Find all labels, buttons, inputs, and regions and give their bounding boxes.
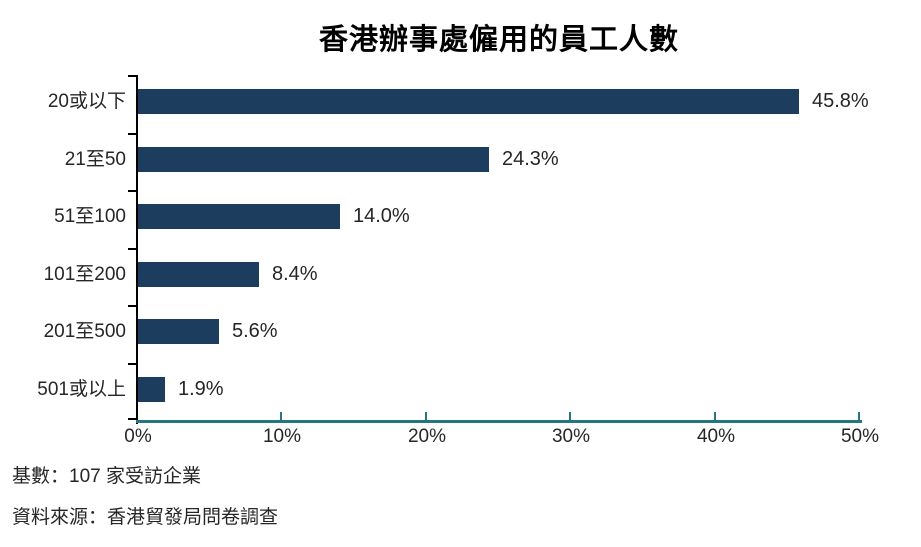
bar-value-label: 45.8%	[812, 90, 869, 112]
x-tick	[280, 412, 282, 421]
x-axis-line	[136, 420, 862, 423]
bar-value-label: 1.9%	[178, 378, 224, 400]
y-tick	[128, 75, 136, 77]
source-note: 資料來源：香港貿發局問卷調查	[12, 507, 279, 528]
bar	[138, 319, 219, 344]
y-tick	[128, 190, 136, 192]
category-label: 201至500	[43, 321, 126, 342]
bar-value-label: 14.0%	[353, 205, 410, 227]
category-label: 21至50	[64, 149, 126, 170]
bar-value-label: 5.6%	[232, 320, 278, 342]
x-tick-label: 30%	[551, 426, 591, 447]
base-note: 基數：107 家受訪企業	[12, 466, 201, 487]
bar	[138, 262, 259, 287]
category-label: 501或以上	[37, 379, 126, 400]
x-tick-label: 50%	[840, 426, 880, 447]
y-axis-line	[136, 75, 138, 424]
x-tick	[425, 412, 427, 421]
x-tick-label: 0%	[124, 426, 152, 447]
footer-notes: 基數：107 家受訪企業 資料來源：香港貿發局問卷調查	[12, 461, 278, 543]
category-label: 101至200	[43, 264, 126, 285]
x-tick	[569, 412, 571, 421]
x-tick-label: 20%	[407, 426, 447, 447]
bar-value-label: 8.4%	[272, 263, 318, 285]
y-tick	[128, 248, 136, 250]
y-tick	[128, 363, 136, 365]
y-tick	[128, 305, 136, 307]
bar-value-label: 24.3%	[502, 148, 559, 170]
bar	[138, 89, 799, 114]
y-tick	[128, 133, 136, 135]
bar	[138, 204, 340, 229]
y-tick	[128, 418, 136, 420]
category-label: 51至100	[54, 206, 126, 227]
x-tick-label: 40%	[696, 426, 736, 447]
x-tick-label: 10%	[262, 426, 302, 447]
chart-title: 香港辦事處僱用的員工人數	[318, 24, 679, 56]
bar	[138, 147, 489, 172]
x-tick	[858, 412, 860, 421]
plot-area: 45.8% 24.3% 14.0% 8.4% 5.6% 1.9%	[128, 75, 869, 424]
category-label: 20或以下	[47, 91, 126, 112]
x-tick	[714, 412, 716, 421]
bar	[138, 377, 165, 402]
